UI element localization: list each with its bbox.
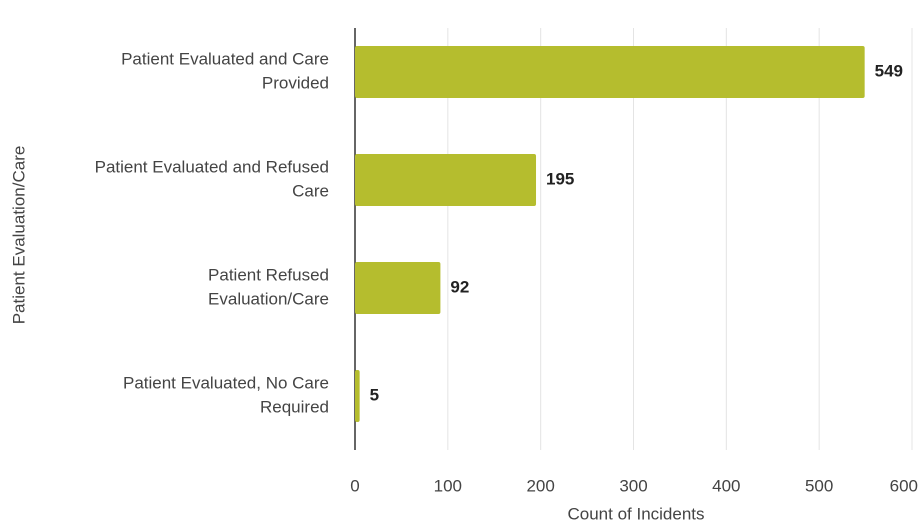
value-label: 92 [450, 277, 469, 296]
y-tick-label: Evaluation/Care [208, 289, 329, 308]
x-tick-label: 300 [619, 476, 647, 495]
y-tick-label: Patient Evaluated and Refused [95, 157, 329, 176]
bar [355, 46, 865, 98]
value-label: 195 [546, 169, 574, 188]
y-tick-label: Patient Evaluated and Care [121, 49, 329, 68]
y-tick-label: Provided [262, 73, 329, 92]
y-tick-label: Patient Evaluated, No Care [123, 373, 329, 392]
x-tick-label: 100 [434, 476, 462, 495]
bar [355, 370, 360, 422]
bar [355, 262, 441, 314]
x-tick-label: 200 [526, 476, 554, 495]
x-tick-label: 600 [890, 476, 918, 495]
y-tick-label: Required [260, 397, 329, 416]
value-label: 549 [875, 61, 903, 80]
y-axis-label: Patient Evaluation/Care [9, 146, 28, 325]
y-tick-label: Patient Refused [208, 265, 329, 284]
x-axis-label: Count of Incidents [567, 504, 704, 523]
value-label: 5 [370, 385, 379, 404]
x-tick-label: 400 [712, 476, 740, 495]
bar [355, 154, 537, 206]
y-tick-label: Care [292, 181, 329, 200]
x-tick-label: 0 [350, 476, 359, 495]
x-tick-label: 500 [805, 476, 833, 495]
